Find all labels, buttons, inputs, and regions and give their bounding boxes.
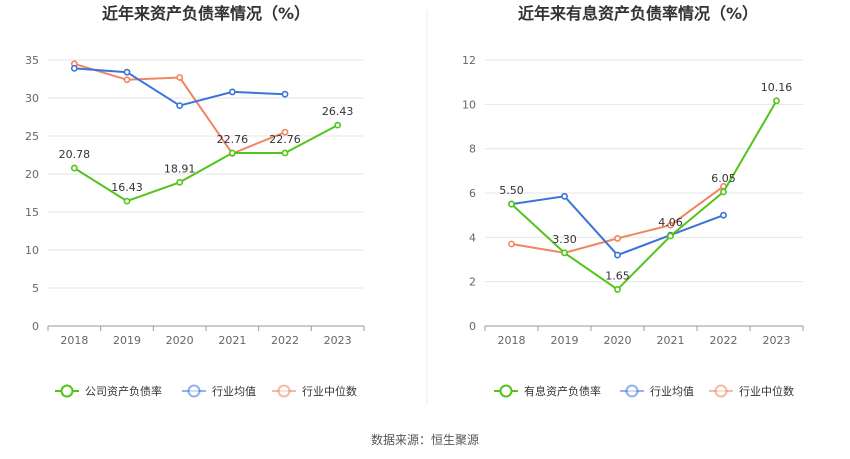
legend-label: 行业中位数 <box>302 384 357 398</box>
legend-label: 有息资产负债率 <box>524 384 601 398</box>
data-point <box>614 251 621 259</box>
series-line <box>510 100 778 291</box>
x-tick-label: 2019 <box>113 334 141 347</box>
data-point <box>281 90 289 98</box>
y-tick-label: 30 <box>25 92 39 105</box>
data-label: 20.78 <box>59 148 91 161</box>
data-point <box>281 149 289 157</box>
legend-marker <box>499 384 513 398</box>
x-tick-label: 2022 <box>710 334 738 347</box>
legend-marker <box>60 384 74 398</box>
x-tick-label: 2021 <box>218 334 246 347</box>
y-tick-label: 5 <box>32 282 39 295</box>
legend-label: 行业均值 <box>650 385 694 398</box>
y-tick-label: 25 <box>25 130 39 143</box>
y-tick-label: 0 <box>32 320 39 333</box>
data-point <box>508 200 515 208</box>
y-tick-label: 0 <box>469 320 476 333</box>
data-label: 6.05 <box>711 172 736 185</box>
x-tick-label: 2018 <box>60 334 88 347</box>
x-tick-label: 2019 <box>551 334 579 347</box>
data-point <box>561 192 568 200</box>
data-point <box>561 249 568 257</box>
y-tick-label: 8 <box>469 143 476 156</box>
data-label: 4.06 <box>658 216 683 229</box>
series-line <box>73 124 339 203</box>
data-point <box>720 211 727 219</box>
data-point <box>70 64 78 72</box>
data-label: 22.76 <box>269 133 301 146</box>
data-point <box>70 164 78 172</box>
x-tick-label: 2023 <box>763 334 791 347</box>
data-label: 16.43 <box>111 181 143 194</box>
y-tick-label: 2 <box>469 276 476 289</box>
y-tick-label: 10 <box>25 244 39 257</box>
data-point <box>123 197 131 205</box>
x-tick-label: 2020 <box>604 334 632 347</box>
data-point <box>228 88 236 96</box>
y-tick-label: 12 <box>462 54 476 67</box>
data-point <box>667 232 674 240</box>
data-point <box>228 149 236 157</box>
legend-label: 行业中位数 <box>739 384 794 398</box>
data-point <box>334 121 342 129</box>
data-label: 18.91 <box>164 162 196 175</box>
data-point <box>720 188 727 196</box>
data-point <box>773 97 780 105</box>
data-point <box>614 286 621 293</box>
data-label: 22.76 <box>217 133 249 146</box>
y-tick-label: 20 <box>25 168 39 181</box>
chart-right: 近年来有息资产负债率情况（%） 0 2 4 6 8 10 12 2018 2019 2020 2021… <box>462 4 804 398</box>
y-tick-label: 10 <box>462 98 476 111</box>
x-tick-label: 2018 <box>498 334 526 347</box>
y-tick-label: 4 <box>469 231 476 244</box>
data-label: 10.16 <box>761 81 793 94</box>
x-tick-label: 2022 <box>271 334 299 347</box>
data-point <box>123 76 131 84</box>
data-point <box>123 68 131 76</box>
x-tick-label: 2023 <box>324 334 352 347</box>
series-line <box>511 195 724 257</box>
legend-marker <box>277 384 291 398</box>
x-tick-label: 2020 <box>166 334 194 347</box>
legend-label: 行业均值 <box>212 385 256 398</box>
legend-label: 公司资产负债率 <box>85 384 162 398</box>
data-point <box>667 221 674 229</box>
source-note: 数据来源：恒生聚源 <box>371 432 479 447</box>
y-tick-label: 6 <box>469 187 476 200</box>
data-point <box>176 178 184 186</box>
data-point <box>614 235 621 242</box>
data-label: 26.43 <box>322 105 354 118</box>
data-label: 3.30 <box>552 233 577 246</box>
chart-title: 近年来资产负债率情况（%） <box>102 4 310 23</box>
chart-left: 近年来资产负债率情况（%） 0 5 10 15 20 25 30 35 2018 2019 2020 2… <box>25 4 365 398</box>
data-label: 5.50 <box>499 184 524 197</box>
data-point <box>176 102 184 109</box>
data-point <box>176 74 184 81</box>
x-tick-label: 2021 <box>657 334 685 347</box>
data-point <box>508 240 515 248</box>
data-point <box>281 128 289 136</box>
y-tick-label: 15 <box>25 206 39 219</box>
y-tick-label: 35 <box>25 54 39 67</box>
chart-title: 近年来有息资产负债率情况（%） <box>518 4 758 23</box>
legend-marker <box>714 384 728 398</box>
legend-marker <box>625 384 639 398</box>
data-label: 1.65 <box>605 269 630 282</box>
legend-marker <box>187 384 201 398</box>
